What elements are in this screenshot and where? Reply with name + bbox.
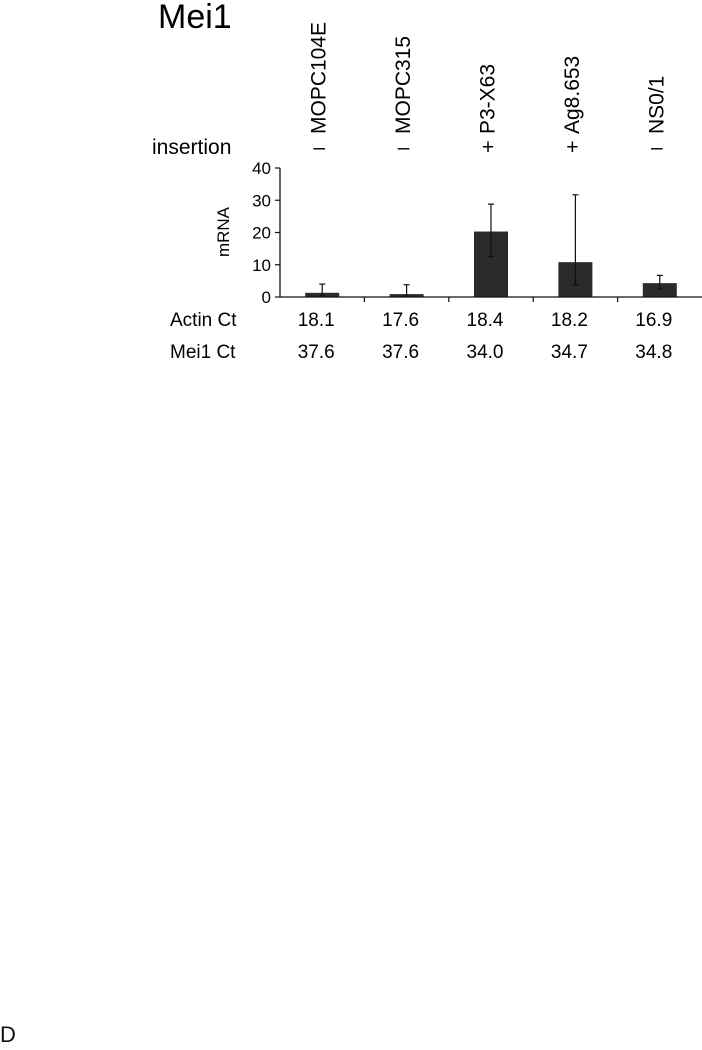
insertion-sign: – [313,136,325,159]
y-tick-label: 0 [262,288,271,307]
insertion-sign: – [398,136,410,159]
row-value: 18.2 [551,310,588,331]
insertion-label: insertion [152,136,231,159]
y-tick-label: 40 [252,159,271,178]
y-tick-label: 10 [252,256,271,275]
panel-letter: D [0,1022,16,1047]
row-value: 34.7 [551,342,588,363]
insertion-sign: + [566,136,578,159]
row-label: Actin Ct [170,310,237,331]
y-axis-label: mRNA [214,206,233,257]
category-label: NS0/1 [645,76,668,134]
y-tick-label: 20 [252,224,271,243]
chart-title: Mei1 [158,0,232,36]
row-label: Mei1 Ct [170,342,236,363]
row-value: 16.9 [635,310,672,331]
category-label: P3-X63 [477,64,500,134]
row-value: 37.6 [382,342,419,363]
row-value: 37.6 [298,342,335,363]
category-label: Ag8.653 [561,56,584,134]
category-label: MOPC315 [392,36,415,134]
row-value: 34.8 [635,342,672,363]
mei1-chart: Mei1 mRNA insertion 0 10 20 30 40 MOPC104E MO… [152,0,702,363]
category-label: MOPC104E [308,22,331,134]
row-value: 17.6 [382,310,419,331]
y-tick-label: 30 [252,191,271,210]
row-value: 18.4 [467,310,504,331]
row-value: 34.0 [467,342,504,363]
row-value: 18.1 [298,310,335,331]
insertion-sign: + [482,136,494,159]
insertion-sign: – [651,136,663,159]
bar [642,283,677,297]
